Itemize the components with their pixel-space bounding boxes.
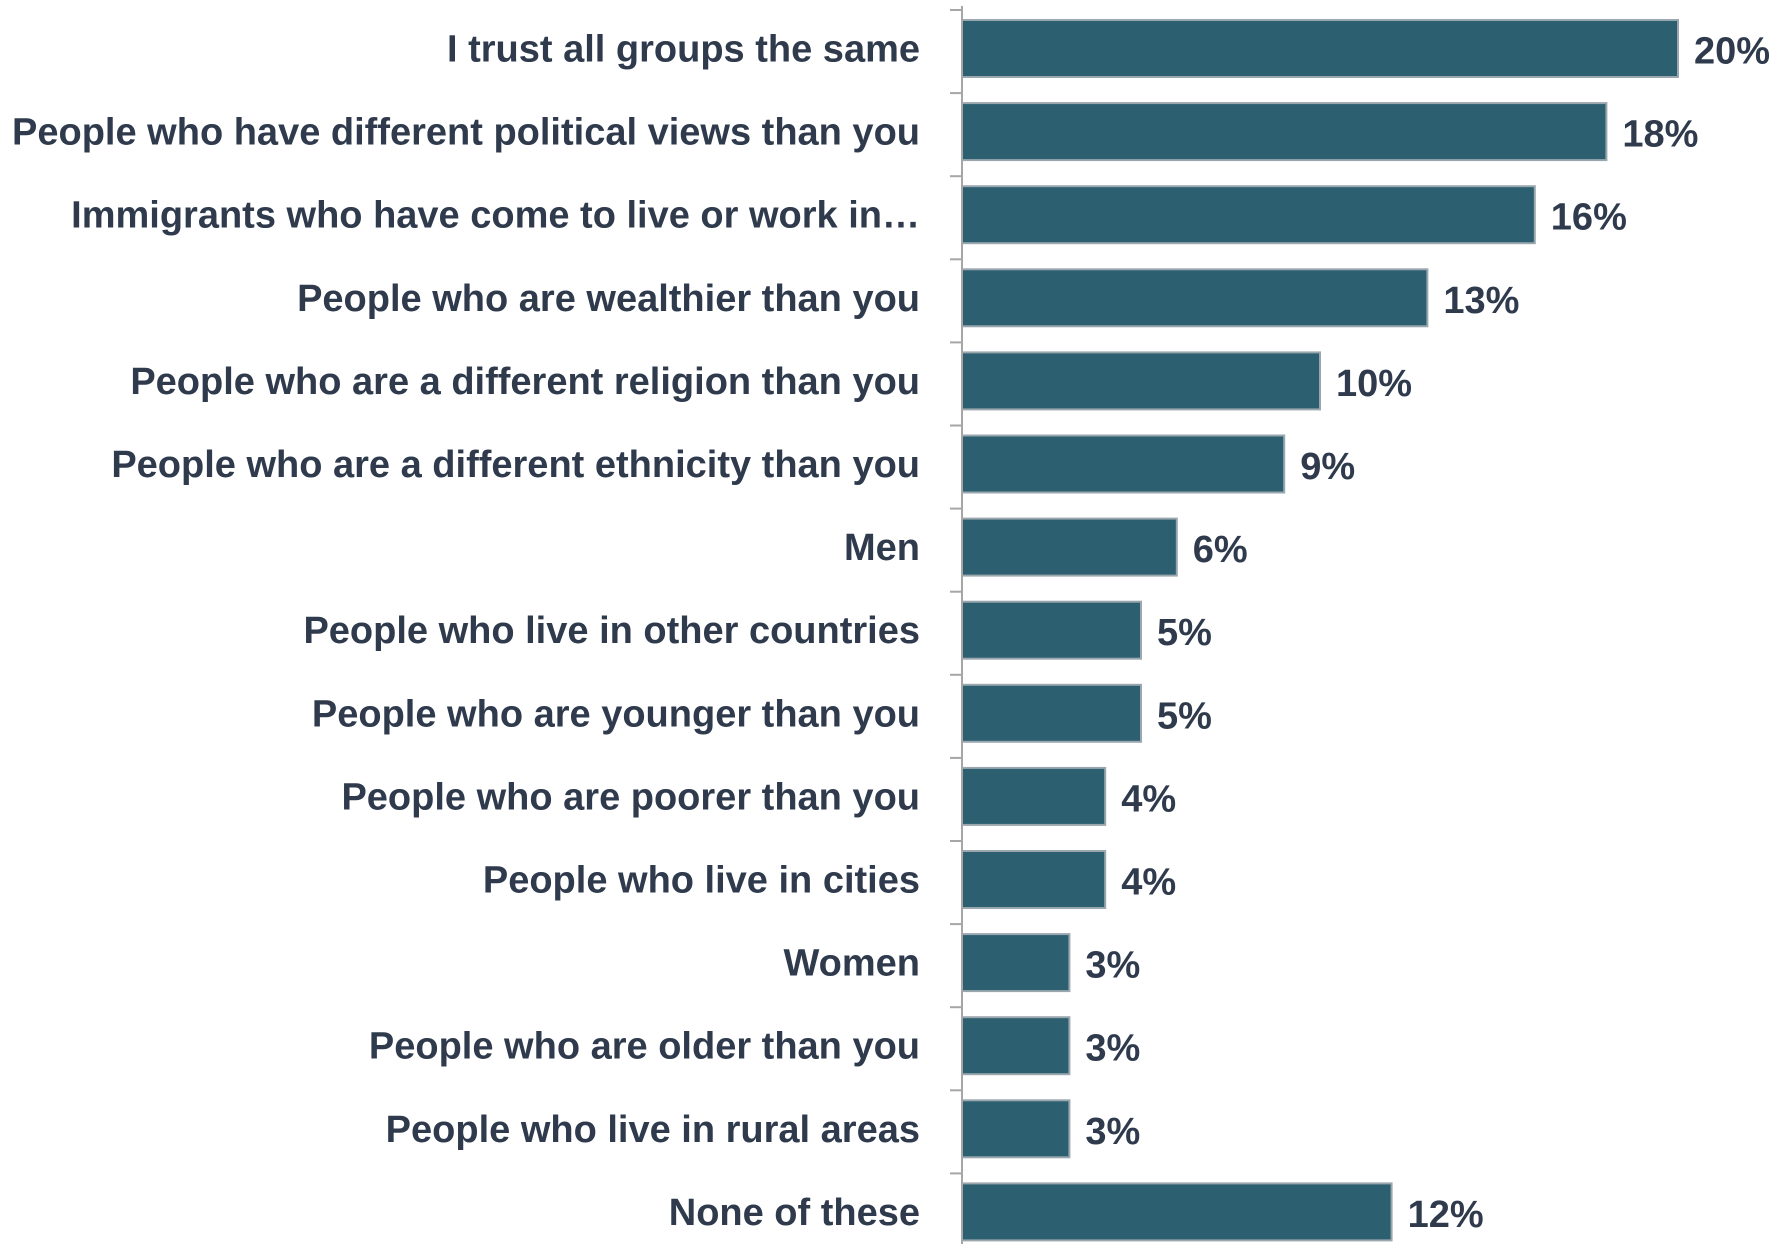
data-label: 9% [1300,446,1355,488]
value-labels: 20% 18% 16% 13% 10% 9% 6% 5% 5% 4% 4% 3% 3% 3% 12% [1085,31,1770,1236]
bar [961,185,1536,245]
bar [961,102,1608,162]
bar [961,434,1286,494]
category-label: People who have different political view… [12,112,920,154]
data-label: 5% [1157,612,1212,654]
data-label: 18% [1622,114,1698,156]
category-label: People who are a different ethnicity tha… [111,444,920,486]
bar [961,268,1429,328]
category-label: None of these [669,1192,920,1234]
category-label: People who live in rural areas [386,1109,920,1151]
data-label: 5% [1157,695,1212,737]
data-label: 13% [1443,280,1519,322]
bar [961,1099,1071,1159]
bar [961,351,1321,411]
bar [961,933,1071,993]
category-label: People who are wealthier than you [297,278,920,320]
data-label: 10% [1336,363,1412,405]
category-label: People who live in cities [483,860,920,902]
category-label: Men [844,527,920,569]
bar [961,1016,1071,1076]
category-label: People who are older than you [369,1026,920,1068]
data-label: 3% [1085,1028,1140,1070]
data-label: 3% [1085,1111,1140,1153]
category-label: People who live in other countries [303,610,920,652]
data-label: 20% [1694,31,1770,73]
bar [961,850,1107,909]
bar [961,683,1142,743]
category-label: People who are younger than you [312,693,920,735]
data-label: 16% [1551,197,1627,239]
category-label: People who are a different religion than… [130,361,920,403]
category-labels: I trust all groups the same People who ha… [12,29,920,1234]
y-axis [950,6,963,1244]
category-label: Immigrants who have come to live or work… [71,195,920,237]
data-label: 4% [1121,862,1176,904]
bars-group [961,19,1679,1242]
category-label: I trust all groups the same [447,29,920,71]
bar [961,600,1142,660]
category-label: People who are poorer than you [341,776,920,818]
bar [961,766,1107,826]
bar [961,19,1679,78]
data-label: 12% [1408,1194,1484,1236]
data-label: 4% [1121,778,1176,820]
bar [961,517,1178,577]
data-label: 3% [1085,945,1140,987]
bar [961,1182,1393,1242]
data-label: 6% [1193,529,1248,571]
category-label: Women [783,943,920,985]
